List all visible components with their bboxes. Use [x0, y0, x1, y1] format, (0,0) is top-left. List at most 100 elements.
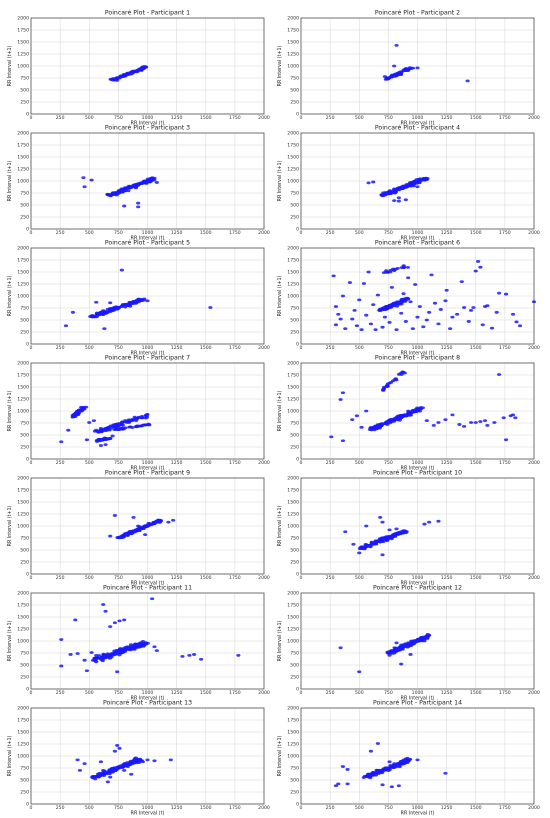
x-tick-label: 1000: [142, 345, 154, 351]
data-point: [118, 650, 124, 654]
x-tick-label: 1750: [229, 230, 241, 236]
data-point: [392, 74, 397, 78]
data-point: [373, 328, 378, 331]
data-point: [59, 638, 64, 641]
y-tick-label: 250: [20, 215, 29, 221]
y-tick-label: 250: [290, 445, 299, 451]
x-tick-label: 2000: [528, 575, 540, 581]
data-points: [81, 176, 159, 209]
y-tick-label: 2000: [17, 361, 29, 367]
data-point: [383, 537, 389, 540]
chart-title: Poincaré Plot - Participant 9: [105, 469, 190, 477]
data-point: [127, 186, 132, 190]
data-point: [468, 421, 474, 424]
data-point: [145, 758, 150, 762]
x-tick-label: 1000: [142, 230, 154, 236]
x-tick-label: 1250: [171, 115, 183, 121]
data-point: [466, 320, 471, 323]
x-tick-label: 2000: [528, 115, 540, 121]
x-tick-label: 500: [85, 690, 94, 696]
data-point: [152, 176, 157, 180]
data-point: [63, 324, 69, 328]
data-point: [462, 424, 467, 428]
y-tick-label: 1750: [287, 143, 299, 149]
plot-frame: [30, 362, 265, 460]
x-axis-label: RR Interval (t): [401, 696, 435, 702]
x-tick-label: 750: [114, 460, 123, 466]
chart-title: Poincaré Plot - Participant 4: [375, 124, 460, 132]
y-tick-label: 0: [296, 802, 299, 808]
data-point: [75, 652, 80, 655]
data-point: [95, 656, 100, 660]
data-point: [387, 528, 392, 532]
data-point: [143, 423, 148, 427]
data-point: [108, 437, 113, 440]
y-tick-label: 250: [20, 560, 29, 566]
y-tick-label: 2000: [17, 706, 29, 712]
y-tick-label: 1250: [287, 52, 299, 58]
x-tick-label: 0: [30, 345, 33, 351]
y-tick-label: 0: [26, 572, 29, 578]
y-tick-label: 0: [26, 227, 29, 233]
x-tick-label: 2000: [258, 690, 270, 696]
chart-panel-5: 00 250 250 500 500 750 750 1000 1000 1250 1250 1500…: [7, 239, 270, 357]
data-point: [473, 421, 478, 424]
data-point: [382, 75, 387, 78]
x-tick-label: 1500: [470, 115, 482, 121]
y-tick-label: 1250: [17, 627, 29, 633]
data-point: [403, 320, 408, 323]
chart-panel-11: 00 250 250 500 500 750 750 1000 1000 1250 1250 1500…: [7, 584, 270, 702]
x-tick-label: 2000: [258, 345, 270, 351]
data-point: [127, 303, 132, 307]
data-point: [444, 288, 449, 292]
y-tick-label: 1500: [287, 40, 299, 46]
y-tick-label: 1000: [17, 524, 29, 530]
data-point: [149, 523, 154, 527]
data-point: [146, 178, 151, 182]
x-tick-label: 1500: [470, 230, 482, 236]
data-point: [108, 193, 113, 197]
data-point: [496, 291, 502, 295]
data-point: [338, 317, 343, 321]
data-point: [427, 520, 432, 524]
x-tick-label: 500: [85, 115, 94, 121]
data-point: [379, 422, 384, 426]
data-point: [108, 775, 113, 779]
y-tick-label: 2000: [287, 16, 299, 22]
chart-panel-8: 00 250 250 500 500 750 750 1000 1000 1250 1250 1500…: [277, 354, 540, 472]
data-point: [361, 282, 367, 285]
y-tick-label: 1250: [287, 282, 299, 288]
data-point: [136, 524, 141, 528]
data-points: [59, 405, 152, 447]
data-point: [150, 597, 155, 601]
data-point: [166, 520, 171, 524]
data-point: [131, 69, 136, 73]
x-tick-label: 0: [30, 115, 33, 121]
data-point: [132, 644, 137, 648]
data-point: [338, 646, 343, 650]
data-point: [168, 758, 173, 762]
data-point: [125, 420, 130, 423]
data-point: [137, 642, 142, 646]
data-point: [333, 784, 339, 788]
data-point: [510, 413, 516, 417]
data-point: [84, 669, 90, 673]
data-point: [473, 269, 478, 273]
y-tick-label: 500: [20, 318, 29, 324]
data-point: [115, 536, 120, 539]
data-point: [136, 527, 141, 531]
data-point: [77, 769, 83, 772]
data-point: [122, 618, 127, 622]
y-tick-label: 500: [20, 778, 29, 784]
x-tick-label: 500: [85, 575, 94, 581]
data-point: [359, 425, 364, 429]
data-point: [421, 325, 426, 329]
data-point: [119, 268, 124, 272]
data-point: [100, 659, 105, 663]
data-point: [390, 417, 395, 421]
data-point: [350, 418, 355, 422]
x-tick-label: 250: [56, 115, 65, 121]
y-tick-label: 1250: [17, 397, 29, 403]
y-tick-label: 750: [290, 651, 299, 657]
data-point: [394, 649, 399, 653]
